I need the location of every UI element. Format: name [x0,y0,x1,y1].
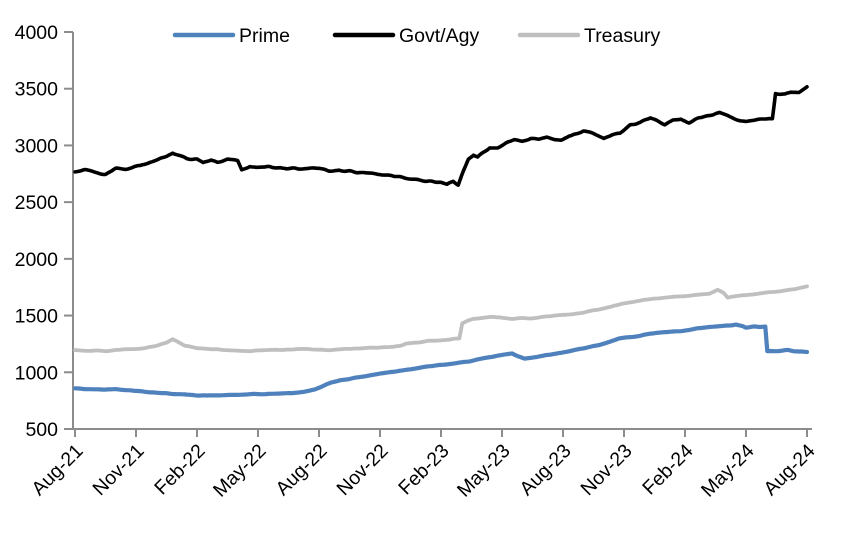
x-axis-tick-label: Nov-22 [333,440,393,500]
legend-label: Treasury [584,25,660,47]
legend-label: Govt/Agy [399,25,479,47]
legend-label: Prime [239,25,290,47]
x-axis-tick-label: Aug-21 [28,440,88,500]
x-axis-tick-label: Nov-23 [577,440,637,500]
x-axis-tick-label: Feb-24 [638,440,697,499]
x-axis-tick-label: Nov-21 [89,440,149,500]
y-axis-tick-label: 2500 [15,192,59,214]
x-axis-tick-label: May-23 [453,440,515,502]
y-axis-tick-label: 2000 [15,249,59,271]
y-axis-tick-label: 3000 [15,135,59,157]
series-line-treasury [73,284,809,354]
x-axis-tick-label: May-22 [209,440,271,502]
y-axis-tick-label: 3500 [15,79,59,101]
x-axis-tick-label: Aug-23 [516,440,576,500]
y-axis-tick-label: 4000 [15,22,59,44]
series-line-prime [72,322,810,398]
x-axis-tick-label: May-24 [697,440,759,502]
y-axis-tick-label: 1500 [15,306,59,328]
series-line-govt-agy [73,85,809,187]
y-axis-tick-label: 500 [25,419,58,441]
x-axis-tick-label: Aug-22 [272,440,332,500]
y-axis-tick-label: 1000 [15,362,59,384]
x-axis-tick-label: Aug-24 [760,440,820,500]
x-axis-tick-label: Feb-22 [150,440,209,499]
x-axis-tick-label: Feb-23 [394,440,453,499]
